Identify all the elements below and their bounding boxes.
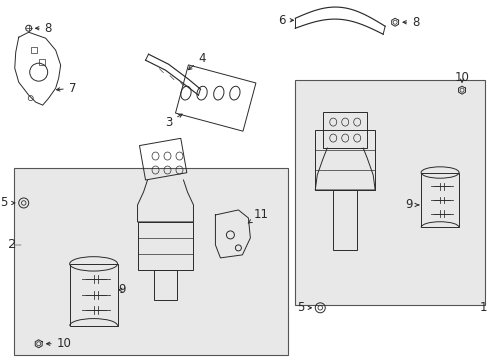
Bar [153, 270, 177, 300]
Bar [139, 138, 186, 180]
Bar [295, 80, 484, 305]
Text: 10: 10 [454, 71, 468, 84]
Bar [14, 168, 288, 355]
Bar [323, 112, 366, 148]
Text: 3: 3 [165, 114, 182, 129]
Bar [137, 222, 193, 270]
Bar [175, 65, 255, 131]
Bar [315, 130, 374, 190]
Text: 1: 1 [479, 301, 486, 314]
Text: 10: 10 [46, 337, 71, 350]
Text: 8: 8 [36, 22, 52, 35]
Text: 9: 9 [118, 283, 126, 296]
Bar [39, 59, 44, 65]
Text: 9: 9 [405, 198, 418, 211]
Bar [69, 264, 117, 326]
Bar [420, 172, 458, 228]
Text: 4: 4 [188, 52, 205, 70]
Text: 5: 5 [296, 301, 311, 314]
Text: 5: 5 [0, 197, 15, 210]
Text: 8: 8 [402, 16, 419, 29]
Text: 7: 7 [57, 82, 76, 95]
Bar [31, 47, 37, 53]
Text: 11: 11 [248, 208, 268, 223]
Text: 2: 2 [8, 238, 16, 251]
Bar [332, 190, 356, 250]
Text: 6: 6 [277, 14, 293, 27]
